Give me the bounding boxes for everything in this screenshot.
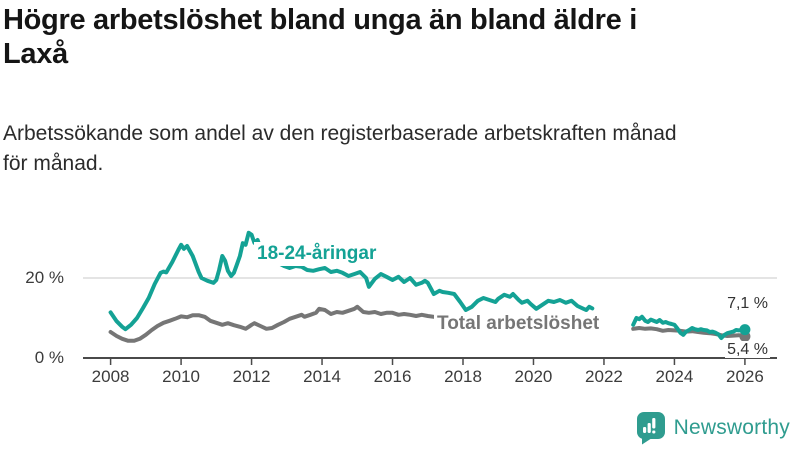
x-tick-label: 2018 — [444, 367, 482, 386]
series-line-youth — [631, 314, 747, 340]
x-tick-label: 2012 — [232, 367, 271, 386]
newsworthy-logo[interactable]: Newsworthy — [636, 410, 790, 446]
title-line-2: Laxå — [3, 37, 68, 70]
x-tick-label: 2020 — [514, 367, 553, 386]
subtitle-line-1: Arbetssökande som andel av den registerb… — [3, 122, 677, 145]
end-dot-youth — [739, 324, 751, 336]
page-title: Högre arbetslöshet bland unga än bland ä… — [3, 4, 793, 72]
series-label-youth: 18-24-åringar — [254, 242, 380, 266]
end-value-label-total: 5,4 % — [725, 341, 770, 358]
newsworthy-bubble-chart-icon — [636, 412, 665, 445]
newsworthy-logo-text: Newsworthy — [673, 416, 790, 439]
series-line-youth — [108, 230, 595, 332]
x-tick-label: 2022 — [585, 367, 623, 386]
end-value-label-youth: 7,1 % — [725, 295, 770, 312]
x-tick-label: 2008 — [91, 367, 130, 386]
subtitle-line-2: för månad. — [3, 152, 104, 176]
y-tick-label: 0 % — [34, 348, 64, 367]
x-tick-label: 2026 — [725, 367, 764, 386]
x-tick-label: 2014 — [303, 367, 341, 386]
x-tick-label: 2024 — [655, 367, 694, 386]
series-label-total: Total arbetslöshet — [434, 312, 603, 336]
title-line-1: Högre arbetslöshet bland unga än bland ä… — [3, 4, 637, 36]
chart-subtitle: Arbetssökande som andel av den registerb… — [3, 119, 793, 180]
y-tick-label: 20 % — [25, 268, 64, 287]
x-tick-label: 2010 — [162, 367, 200, 386]
x-tick-label: 2016 — [373, 367, 412, 386]
